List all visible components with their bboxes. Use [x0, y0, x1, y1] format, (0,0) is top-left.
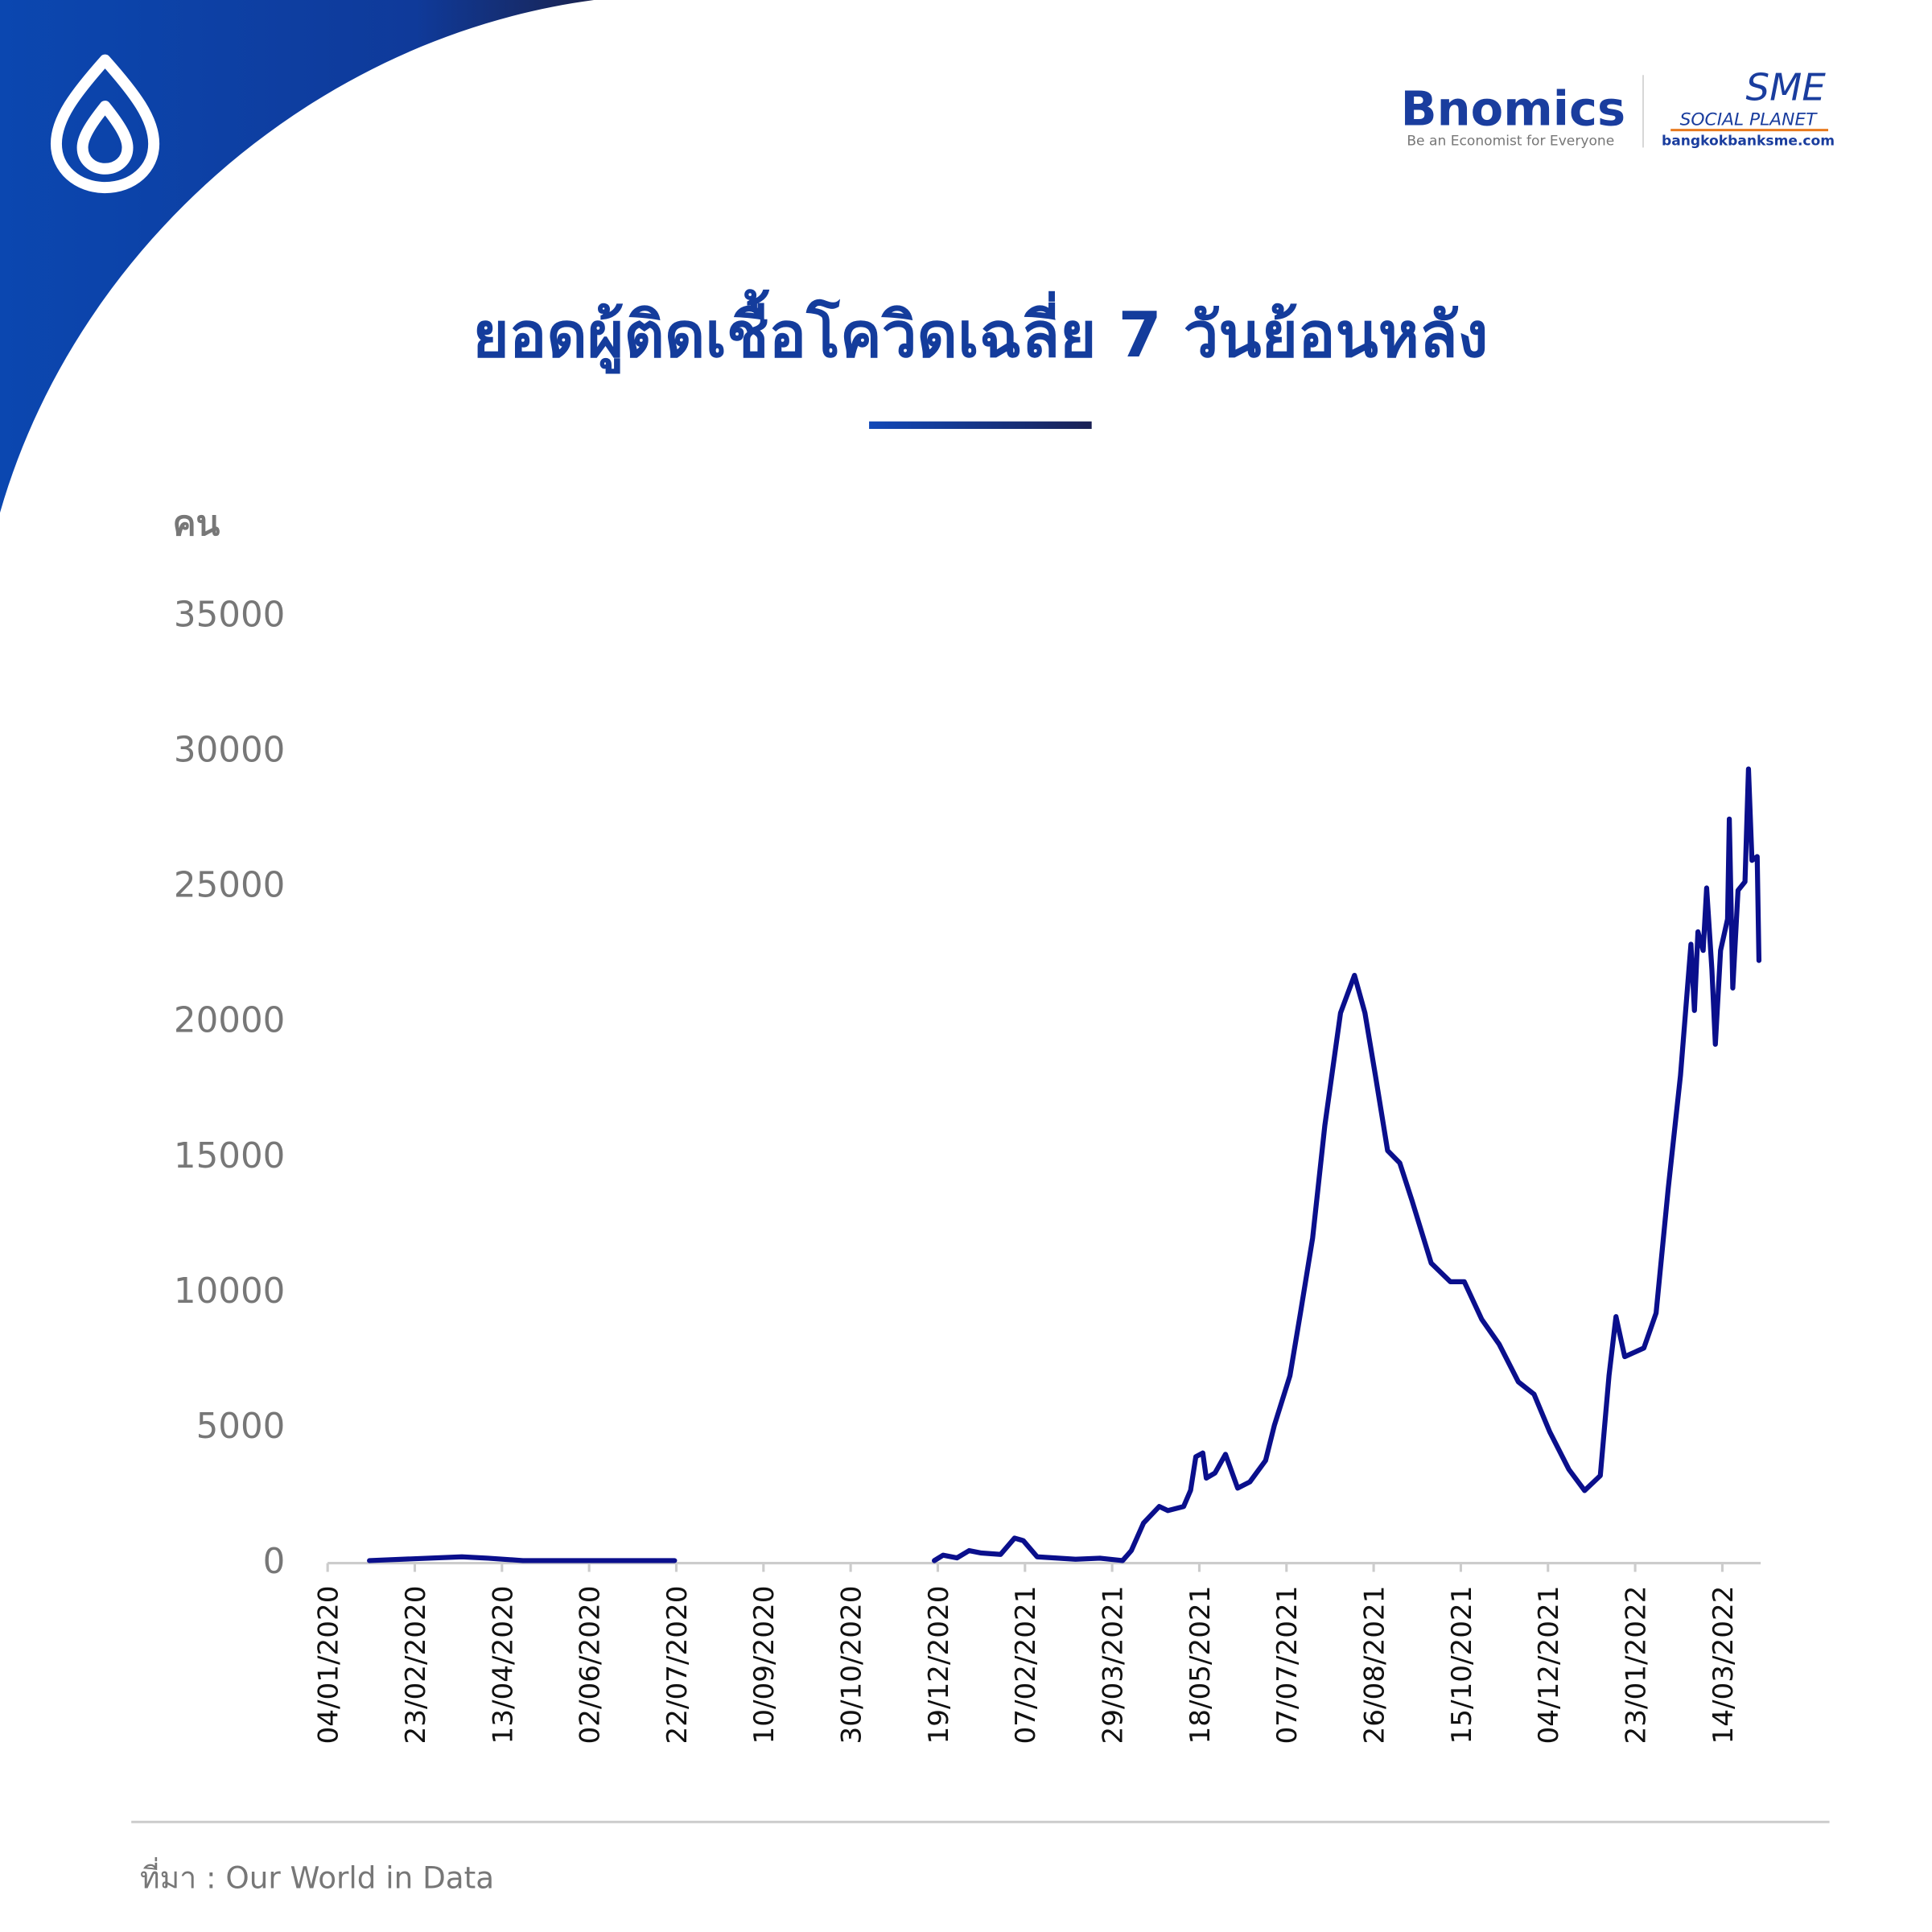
y-tick-label: 15000 — [174, 1136, 285, 1176]
tagline: Be an Economist for Everyone — [1407, 133, 1614, 149]
title-underline — [869, 421, 1092, 430]
chart-title: ยอดผู้ติดเชื้อโควิดเฉลี่ย 7 วันย้อนหลัง — [472, 289, 1488, 374]
y-tick-label: 35000 — [174, 595, 285, 636]
x-tick-label: 23/02/2020 — [400, 1586, 432, 1745]
brand: Bnomics — [1401, 80, 1626, 136]
y-tick-label: 10000 — [174, 1271, 285, 1312]
x-tick-label: 29/03/2021 — [1098, 1586, 1130, 1745]
x-tick-label: 13/04/2020 — [487, 1586, 519, 1745]
y-tick-label: 0 — [263, 1542, 286, 1582]
source: ที่มา : Our World in Data — [140, 1857, 494, 1896]
y-tick-label: 25000 — [174, 866, 285, 906]
partner-url: bangkokbanksme.com — [1662, 133, 1835, 149]
x-tick-label: 14/03/2022 — [1707, 1586, 1740, 1745]
x-tick-label: 26/08/2021 — [1359, 1586, 1391, 1745]
partner-sub: SOCIAL PLANET — [1680, 109, 1819, 130]
x-tick-label: 18/05/2021 — [1184, 1586, 1217, 1745]
plot: 0 5000 10000 15000 20000 25000 30000 35000 04/01… — [174, 595, 1762, 1745]
y-axis-label: คน — [172, 504, 220, 544]
x-tick-label: 22/07/2020 — [661, 1586, 694, 1745]
partner: SME — [1746, 65, 1827, 109]
y-tick-label: 30000 — [174, 731, 285, 771]
logo — [50, 54, 160, 194]
x-tick-label: 07/02/2021 — [1010, 1586, 1042, 1745]
x-tick-label: 10/09/2020 — [748, 1586, 781, 1745]
x-tick-label: 30/10/2020 — [836, 1586, 868, 1745]
x-tick-label: 04/01/2020 — [313, 1586, 345, 1745]
x-tick-label: 19/12/2020 — [923, 1586, 955, 1745]
x-tick-label: 23/01/2022 — [1621, 1586, 1653, 1745]
x-tick-label: 02/06/2020 — [575, 1586, 607, 1745]
x-tick-label: 07/07/2021 — [1271, 1586, 1304, 1745]
y-tick-label: 20000 — [174, 1001, 285, 1041]
x-tick-label: 15/10/2021 — [1446, 1586, 1478, 1745]
x-tick-label: 04/12/2021 — [1533, 1586, 1565, 1745]
data-line — [367, 766, 1762, 1563]
y-tick-label: 5000 — [196, 1407, 286, 1447]
